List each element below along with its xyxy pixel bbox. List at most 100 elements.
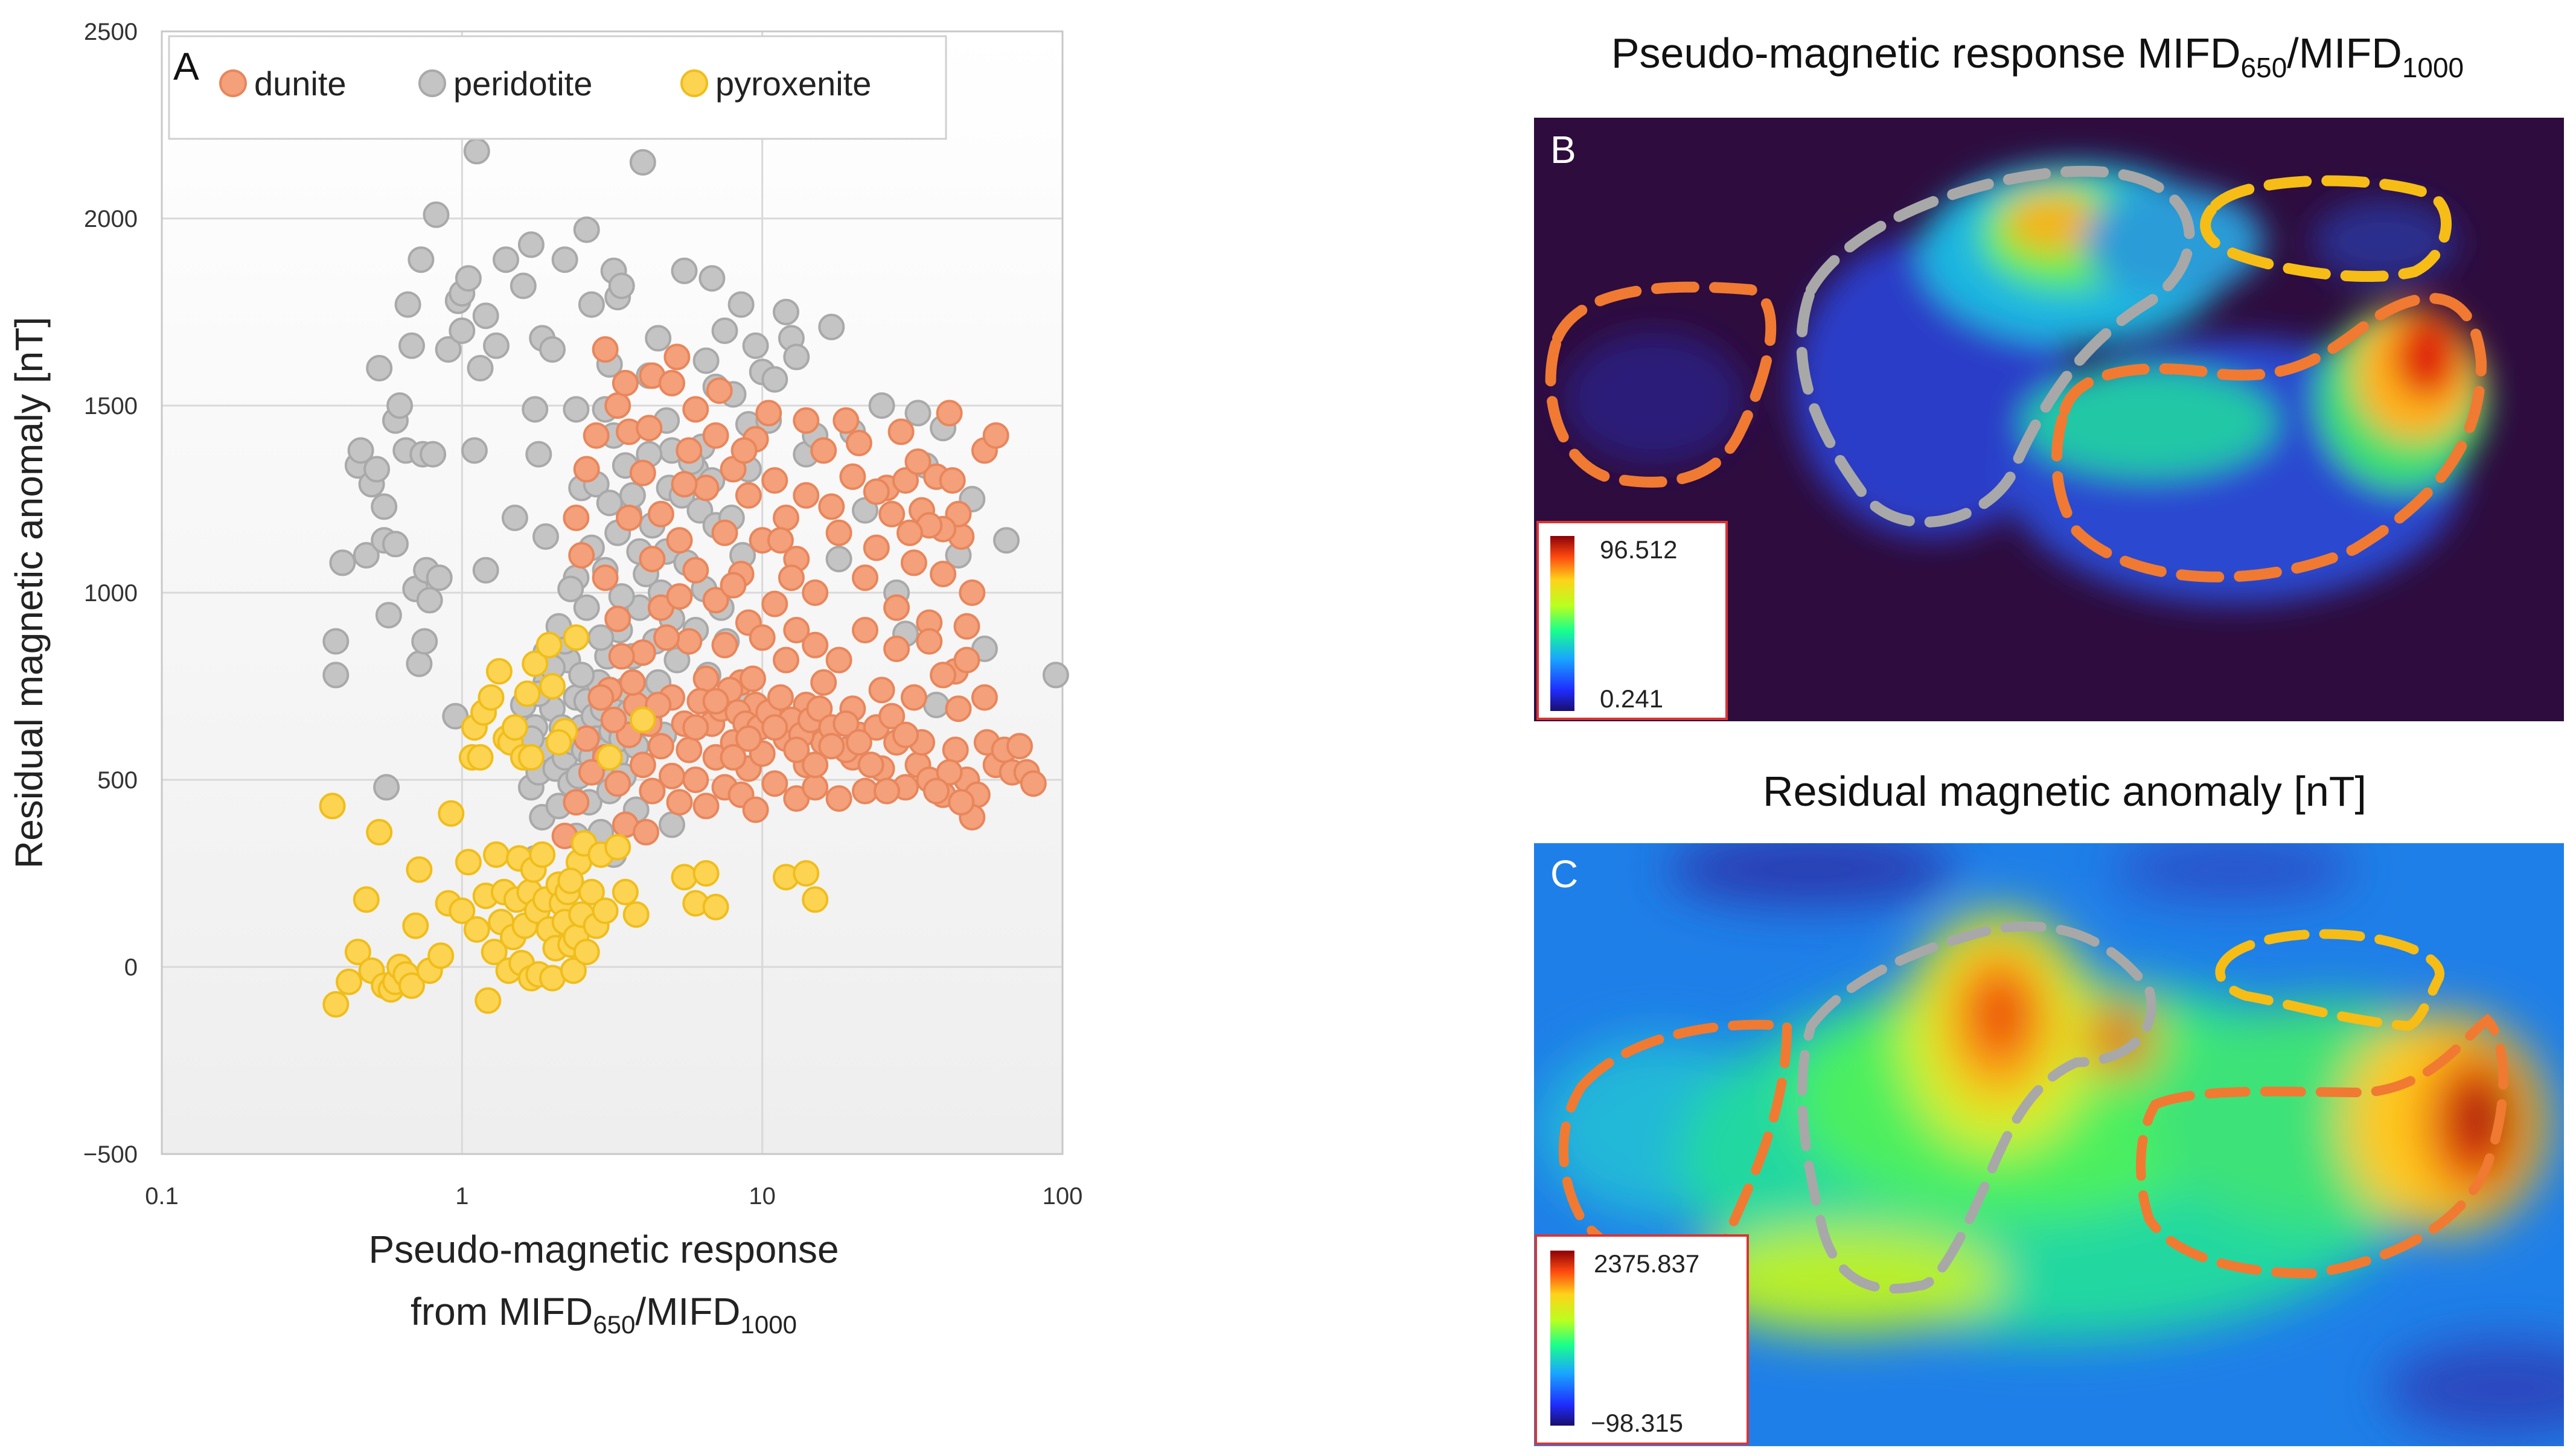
point-peridotite	[407, 246, 435, 273]
point-dunite	[887, 418, 915, 445]
point-peridotite	[375, 602, 402, 629]
point-dunite	[892, 467, 919, 494]
point-pyroxenite	[463, 916, 490, 943]
x-tick-labels: 0.1 1 10 100	[145, 1183, 1082, 1210]
scatter-points	[319, 138, 1069, 1018]
point-dunite	[802, 774, 829, 801]
colorbar-b: 96.512 0.241	[1536, 521, 1728, 720]
outline-c-dunite-west	[1559, 1019, 1792, 1266]
point-dunite	[833, 710, 860, 737]
point-peridotite	[551, 246, 578, 273]
point-dunite	[810, 437, 837, 464]
outline-b-pyroxenite	[2200, 175, 2452, 282]
point-dunite	[676, 437, 703, 464]
point-pyroxenite	[545, 729, 572, 756]
point-pyroxenite	[604, 834, 631, 861]
point-peridotite	[353, 542, 380, 569]
panel-b-title: Pseudo-magnetic response MIFD650/MIFD100…	[1611, 30, 2464, 83]
point-dunite	[653, 624, 680, 651]
point-pyroxenite	[612, 879, 639, 905]
point-dunite	[883, 636, 910, 662]
panel-b: Pseudo-magnetic response MIFD650/MIFD100…	[1534, 30, 2564, 721]
point-peridotite	[692, 347, 720, 374]
point-dunite	[676, 628, 703, 655]
point-dunite	[852, 564, 878, 591]
point-pyroxenite	[517, 744, 545, 771]
point-dunite	[778, 564, 805, 591]
point-peridotite	[904, 400, 932, 427]
point-dunite	[740, 665, 766, 692]
point-dunite	[892, 721, 919, 748]
point-pyroxenite	[793, 860, 820, 887]
point-dunite	[883, 594, 910, 621]
point-dunite	[755, 400, 782, 427]
map-b-outlines	[1545, 165, 2487, 582]
colorbar-c-max: 2375.837	[1594, 1249, 1699, 1278]
point-dunite	[845, 729, 872, 756]
point-peridotite	[472, 302, 499, 330]
y-axis-title: Residual magnetic anomaly [nT]	[7, 317, 51, 869]
point-dunite	[578, 759, 605, 786]
point-peridotite	[711, 317, 738, 344]
point-dunite	[659, 369, 685, 397]
point-dunite	[735, 482, 762, 509]
point-dunite	[810, 669, 837, 696]
point-dunite	[600, 706, 627, 733]
legend-label-peridotite: peridotite	[453, 65, 592, 103]
point-dunite	[806, 695, 833, 722]
x-axis-title-line1: Pseudo-magnetic response	[368, 1228, 839, 1271]
point-dunite	[773, 505, 799, 531]
point-pyroxenite	[322, 991, 350, 1018]
point-pyroxenite	[366, 818, 393, 846]
point-peridotite	[761, 366, 788, 393]
point-dunite	[592, 336, 619, 363]
point-pyroxenite	[485, 658, 513, 685]
legend: dunite peridotite pyroxenite	[219, 65, 871, 103]
point-dunite	[874, 777, 900, 805]
point-peridotite	[463, 138, 490, 165]
point-pyroxenite	[671, 864, 698, 891]
point-peridotite	[663, 646, 691, 674]
point-peridotite	[449, 317, 476, 344]
point-pyroxenite	[573, 939, 600, 966]
point-peridotite	[563, 396, 590, 423]
colorbar-b-max: 96.512	[1600, 535, 1677, 564]
point-dunite	[793, 407, 820, 434]
panel-letter-c: C	[1550, 852, 1578, 896]
point-dunite	[971, 684, 998, 711]
point-dunite	[802, 579, 829, 606]
point-dunite	[711, 519, 738, 546]
point-peridotite	[596, 489, 623, 517]
point-dunite	[904, 448, 932, 475]
point-dunite	[982, 422, 1009, 449]
point-pyroxenite	[467, 744, 494, 771]
point-peridotite	[426, 564, 453, 591]
point-dunite	[1006, 733, 1033, 760]
point-dunite	[825, 646, 852, 674]
point-dunite	[761, 590, 788, 617]
point-dunite	[767, 684, 794, 711]
point-dunite	[900, 684, 927, 711]
point-dunite	[923, 777, 950, 805]
point-peridotite	[386, 392, 414, 419]
panel-c: Residual magnetic anomaly [nT]	[1534, 768, 2564, 1446]
x-tick-label: 100	[1043, 1183, 1083, 1210]
point-peridotite	[727, 291, 755, 318]
point-dunite	[948, 789, 975, 816]
point-dunite	[702, 687, 729, 715]
point-pyroxenite	[560, 957, 587, 984]
point-dunite	[702, 422, 729, 449]
point-peridotite	[461, 437, 488, 464]
point-pyroxenite	[336, 968, 362, 995]
point-dunite	[676, 736, 703, 764]
point-pyroxenite	[475, 987, 502, 1014]
point-pyroxenite	[802, 886, 829, 913]
point-dunite	[773, 646, 799, 674]
point-dunite	[573, 725, 600, 752]
point-dunite	[663, 343, 691, 371]
point-pyroxenite	[455, 849, 482, 876]
point-peridotite	[1042, 662, 1069, 689]
point-dunite	[953, 646, 980, 674]
point-peridotite	[578, 291, 605, 318]
point-dunite	[682, 767, 709, 793]
